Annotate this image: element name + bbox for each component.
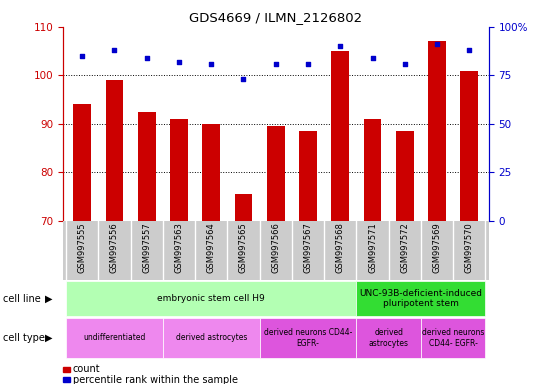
Bar [259,318,357,358]
Text: GSM997566: GSM997566 [271,223,280,273]
Text: GSM997557: GSM997557 [142,223,151,273]
Bar [460,71,478,221]
Bar [364,119,382,221]
Bar [235,194,252,221]
Bar [357,281,485,316]
Text: GSM997563: GSM997563 [174,223,183,273]
Text: derived neurons
CD44- EGFR-: derived neurons CD44- EGFR- [422,328,484,348]
Text: GSM997567: GSM997567 [304,223,312,273]
Text: ▶: ▶ [45,293,52,304]
Point [271,61,280,67]
Point [175,59,183,65]
Text: GSM997570: GSM997570 [465,223,474,273]
Point [465,47,474,53]
Text: ▶: ▶ [45,333,52,343]
Text: embryonic stem cell H9: embryonic stem cell H9 [157,294,265,303]
Text: GSM997555: GSM997555 [78,223,87,273]
Bar [421,318,485,358]
Point [368,55,377,61]
Text: derived neurons CD44-
EGFR-: derived neurons CD44- EGFR- [264,328,352,348]
Point [239,76,248,82]
Text: cell line: cell line [3,293,40,304]
Text: cell type: cell type [3,333,45,343]
Bar [66,281,357,316]
Point [78,53,86,59]
Bar [299,131,317,221]
Text: count: count [73,364,100,374]
Text: undifferentiated: undifferentiated [83,333,146,343]
Bar [163,318,259,358]
Bar [138,112,156,221]
Text: GSM997571: GSM997571 [368,223,377,273]
Text: GSM997572: GSM997572 [400,223,410,273]
Bar [267,126,284,221]
Text: GSM997556: GSM997556 [110,223,119,273]
Bar [170,119,188,221]
Text: GSM997569: GSM997569 [432,223,442,273]
Bar [331,51,349,221]
Point [110,47,119,53]
Title: GDS4669 / ILMN_2126802: GDS4669 / ILMN_2126802 [189,11,363,24]
Point [143,55,151,61]
Text: derived
astrocytes: derived astrocytes [369,328,408,348]
Bar [105,80,123,221]
Bar [396,131,414,221]
Text: GSM997568: GSM997568 [336,223,345,273]
Point [207,61,216,67]
Text: derived astrocytes: derived astrocytes [175,333,247,343]
Bar [203,124,220,221]
Point [304,61,312,67]
Bar [357,318,421,358]
Text: GSM997565: GSM997565 [239,223,248,273]
Text: percentile rank within the sample: percentile rank within the sample [73,375,238,384]
Point [336,43,345,50]
Bar [428,41,446,221]
Bar [66,318,163,358]
Point [400,61,409,67]
Text: UNC-93B-deficient-induced
pluripotent stem: UNC-93B-deficient-induced pluripotent st… [359,289,483,308]
Point [432,41,441,47]
Text: GSM997564: GSM997564 [207,223,216,273]
Bar [73,104,91,221]
